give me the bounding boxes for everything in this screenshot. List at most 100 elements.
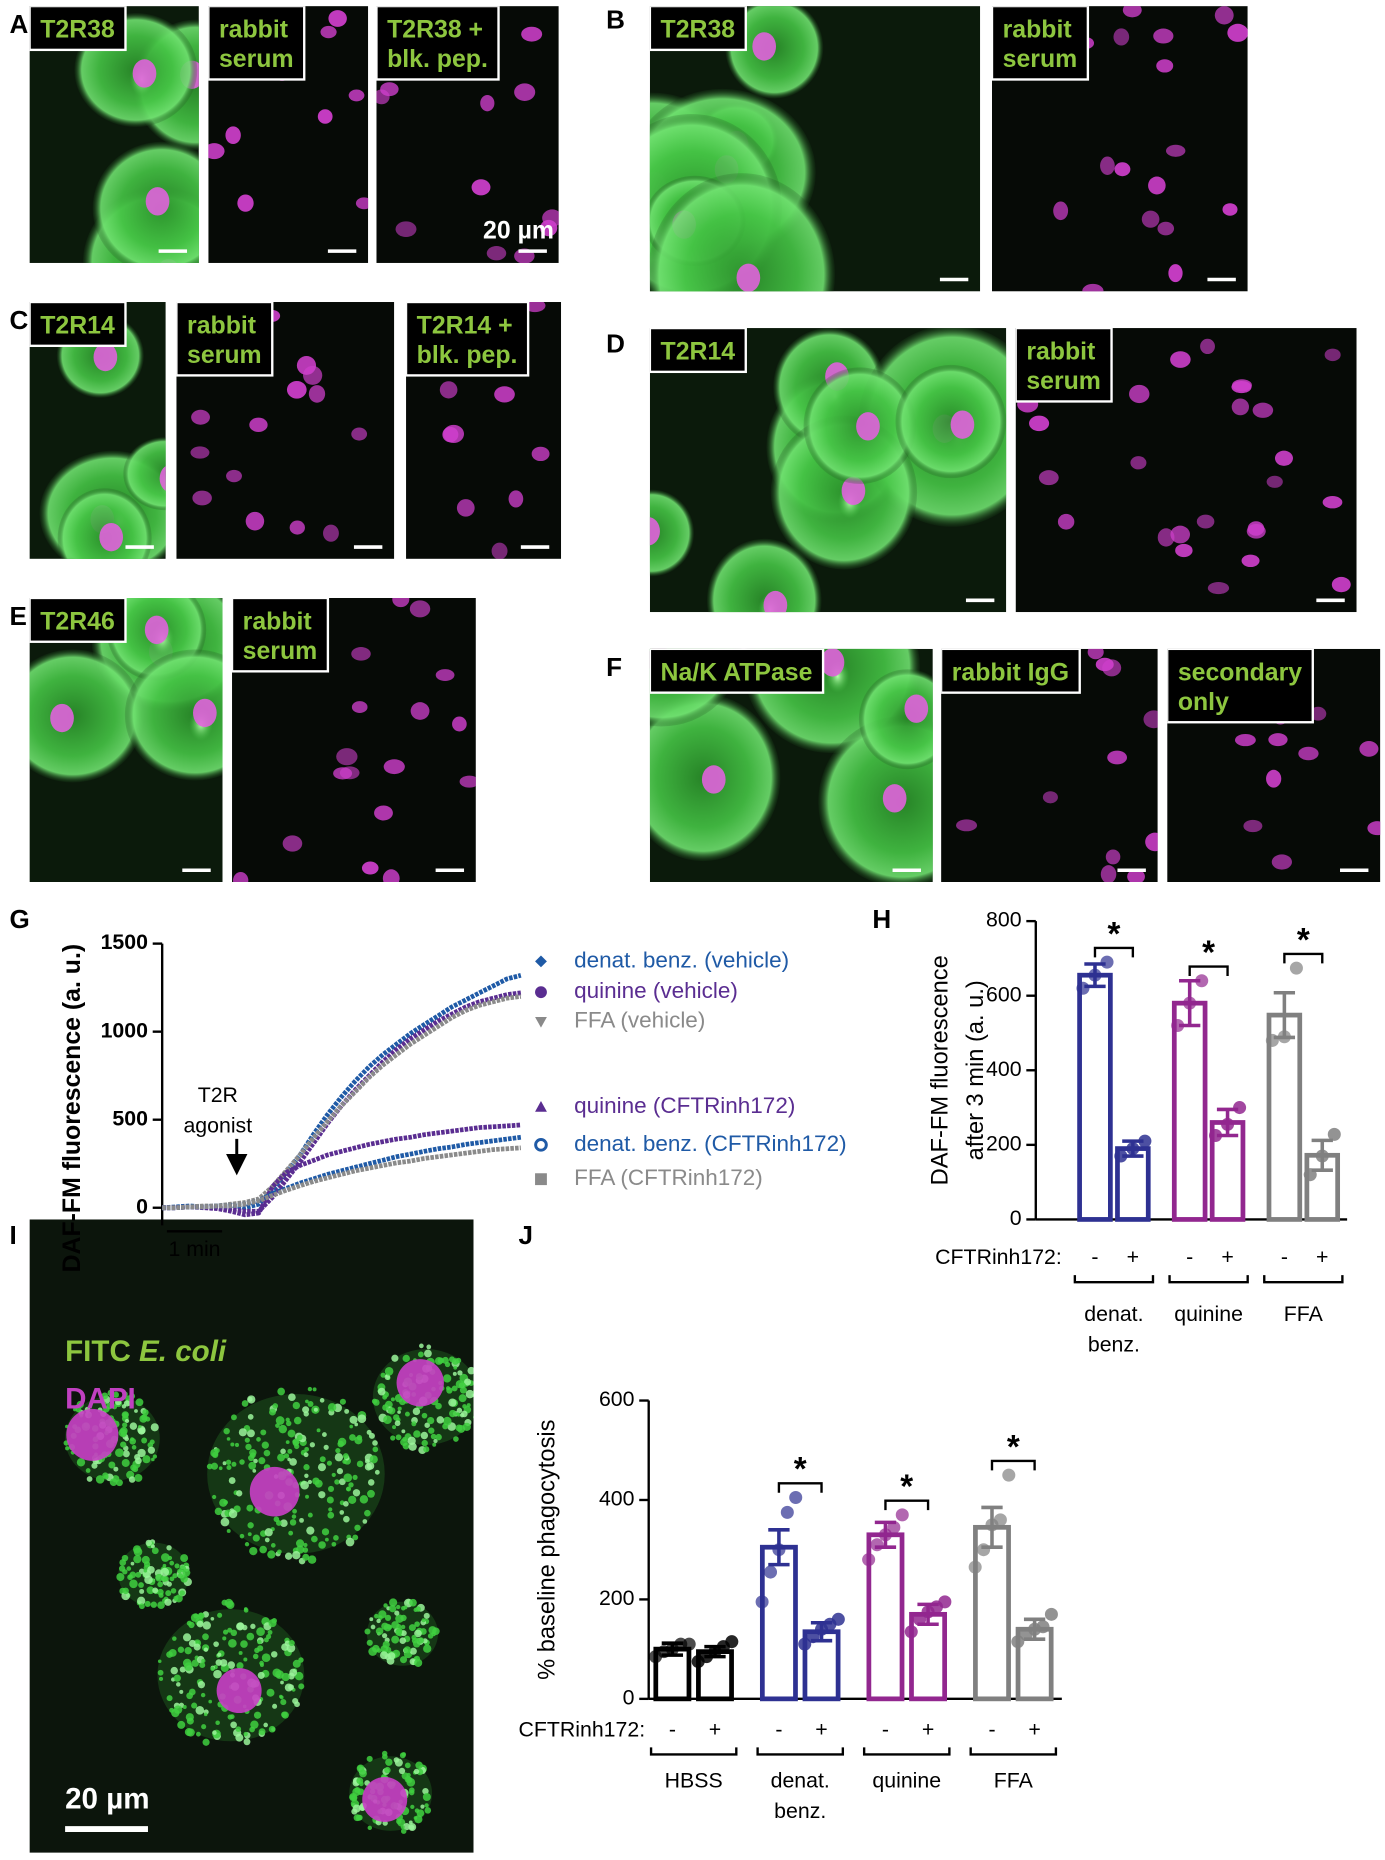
bacterium: [307, 1386, 313, 1392]
bacterium: [393, 1414, 400, 1421]
bacterium: [435, 1402, 442, 1410]
bacterium: [312, 1387, 317, 1392]
bacterium: [122, 1412, 129, 1419]
image-label: rabbit: [243, 608, 312, 635]
bacterium: [311, 1535, 318, 1543]
bacterium: [177, 1568, 182, 1574]
bacterium: [402, 1354, 410, 1363]
bacterium: [399, 1656, 408, 1664]
nucleus: [1057, 513, 1075, 530]
nucleus: [1153, 28, 1174, 44]
nucleus: [1102, 659, 1122, 677]
bacterium: [458, 1394, 467, 1403]
bacterium: [291, 1514, 297, 1519]
bacterium: [366, 1462, 375, 1470]
data-point: [968, 1560, 982, 1574]
bacterium: [277, 1549, 282, 1555]
bacterium: [201, 1658, 206, 1664]
image-label: serum: [187, 342, 262, 369]
bacterium: [133, 1547, 143, 1557]
annotation: agonist: [183, 1114, 252, 1138]
bacterium: [277, 1387, 285, 1396]
bacterium: [380, 1372, 386, 1378]
bacterium: [266, 1633, 272, 1640]
bacterium: [328, 1507, 333, 1512]
nucleus: [1105, 849, 1121, 865]
data-point: [1036, 1620, 1050, 1634]
bacterium: [381, 1622, 389, 1630]
data-point: [1303, 1168, 1317, 1182]
bacterium: [285, 1417, 290, 1422]
stain-label: FITC E. coli: [65, 1335, 227, 1368]
bacterium: [401, 1752, 407, 1757]
bacterium: [300, 1480, 309, 1490]
nucleus: [1157, 221, 1175, 236]
y-tick-label: 0: [1010, 1206, 1022, 1230]
bacterium: [374, 1613, 379, 1619]
bacterium: [227, 1661, 236, 1669]
significance-bracket: [990, 1459, 1036, 1471]
bacterium: [266, 1688, 275, 1697]
bacterium: [288, 1393, 296, 1402]
label-box: [208, 6, 306, 81]
nucleus: [1252, 402, 1274, 418]
nucleus: [494, 386, 515, 403]
bacterium: [423, 1446, 430, 1453]
bacterium: [198, 1612, 204, 1619]
bacterium: [122, 1450, 130, 1458]
bacterium: [188, 1639, 196, 1647]
legend-label: denat. benz. (vehicle): [574, 947, 789, 972]
nucleus: [1298, 746, 1319, 761]
nucleus: [1231, 380, 1252, 394]
bacterium: [412, 1407, 421, 1416]
legend-label: quinine (CFTRinh172): [574, 1093, 795, 1118]
bacterium: [293, 1416, 302, 1425]
nucleus: [1222, 203, 1238, 216]
bacterium: [200, 1692, 206, 1698]
group-label: FFA: [994, 1768, 1034, 1792]
bacterium: [322, 1432, 327, 1437]
bacterium: [142, 1409, 149, 1416]
bacterium: [135, 1571, 142, 1578]
bacterium: [227, 1627, 233, 1633]
stain-label-part: E. coli: [139, 1335, 227, 1368]
bacterium: [462, 1404, 467, 1409]
cell: [649, 173, 835, 292]
bacterium: [385, 1646, 392, 1653]
x-tick-label: +: [922, 1717, 934, 1741]
bacterium: [395, 1629, 403, 1636]
bacterium: [307, 1479, 312, 1485]
data-point: [895, 1508, 909, 1522]
bacterium: [210, 1616, 215, 1621]
bacterium: [292, 1401, 301, 1410]
bacterium: [225, 1459, 232, 1465]
nucleus: [1130, 456, 1147, 470]
bacterium: [397, 1410, 401, 1414]
bacterium: [424, 1807, 432, 1814]
bacterium: [321, 1528, 330, 1536]
bacterium: [307, 1555, 317, 1564]
bacterium: [169, 1576, 175, 1582]
bacterium: [243, 1607, 249, 1613]
stain-label-part: FITC: [65, 1335, 131, 1368]
bacterium: [339, 1398, 346, 1405]
nucleus: [339, 766, 360, 780]
bar: [1171, 1000, 1208, 1222]
image-label: serum: [243, 638, 318, 665]
bacterium: [238, 1428, 247, 1437]
cell: [858, 669, 933, 770]
bacterium: [401, 1429, 406, 1434]
bacterium: [456, 1407, 463, 1414]
bacterium: [203, 1647, 209, 1652]
bacterium: [426, 1344, 432, 1350]
bacterium: [424, 1422, 430, 1428]
bacterium: [298, 1683, 305, 1690]
bacterium: [106, 1402, 113, 1410]
legend-label: denat. benz. (CFTRinh172): [574, 1131, 846, 1156]
bacterium: [261, 1441, 269, 1449]
bacterium: [235, 1733, 244, 1742]
bacterium: [416, 1809, 425, 1818]
bacterium: [264, 1528, 273, 1537]
y-tick-label: 600: [986, 982, 1022, 1006]
micrograph: T2R38: [649, 6, 981, 292]
